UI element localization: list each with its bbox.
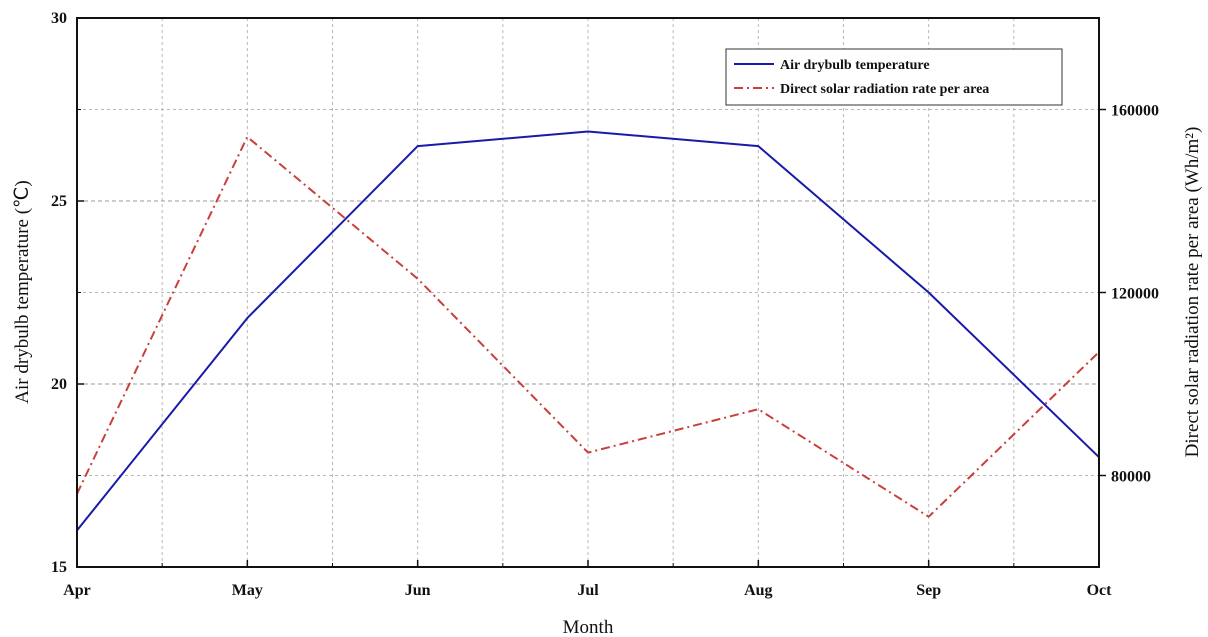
solar-radiation-line [76, 135, 1100, 518]
left-y-tick-label: 30 [51, 10, 67, 27]
right-y-tick-label: 120000 [1111, 286, 1159, 303]
left-y-tick-label: 15 [51, 559, 67, 576]
right-y-tick-label: 80000 [1111, 469, 1151, 486]
x-tick-label: May [232, 582, 263, 599]
x-tick-label: Apr [63, 582, 91, 599]
x-tick-label: Jun [405, 582, 431, 599]
left-y-tick-label: 20 [51, 376, 67, 393]
legend-label-radiation: Direct solar radiation rate per area [780, 82, 989, 97]
right-y-tick-label: 160000 [1111, 103, 1159, 120]
x-tick-label: Jul [577, 582, 599, 599]
x-tick-label: Oct [1087, 582, 1113, 599]
x-axis-title: Month [563, 617, 614, 637]
left-axis-title: Air drybulb temperature (℃) [12, 180, 33, 403]
grid-lines [77, 18, 1099, 567]
legend-label-temperature: Air drybulb temperature [780, 58, 930, 73]
ticks [76, 17, 1106, 568]
x-tick-label: Aug [744, 582, 772, 599]
right-axis-title: Direct solar radiation rate per area (Wh… [1182, 127, 1203, 458]
legend: Air drybulb temperature Direct solar rad… [725, 48, 1063, 106]
tick-labels: Apr May Jun Jul Aug Sep Oct 15 20 25 30 80000 120000… [51, 10, 1159, 599]
x-tick-label: Sep [916, 582, 941, 599]
legend-box [725, 48, 1063, 106]
temperature-line [76, 130, 1100, 532]
left-y-tick-label: 25 [51, 193, 67, 210]
